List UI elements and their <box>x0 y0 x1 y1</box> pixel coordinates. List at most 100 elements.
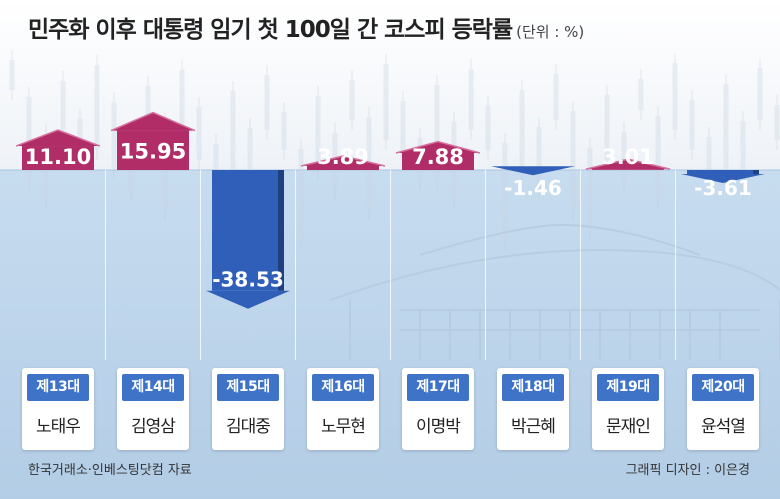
term-badge: 제16대 <box>312 374 374 401</box>
candle-body <box>519 90 525 170</box>
candle-body <box>485 106 491 150</box>
bar-group: 3.01 <box>585 145 671 170</box>
bar-group: 3.89 <box>300 145 386 170</box>
value-label: -3.61 <box>694 176 752 200</box>
positive-bar <box>22 146 94 170</box>
graphic-credit: 그래픽 디자인 : 이은경 <box>625 463 750 478</box>
president-name: 노태우 <box>36 417 81 437</box>
value-label: 3.01 <box>602 145 654 169</box>
bar-roof <box>111 112 195 131</box>
bar-arrowhead <box>681 173 765 183</box>
candle-body <box>349 80 355 120</box>
term-badge: 제18대 <box>502 374 564 401</box>
candle-body <box>247 128 253 200</box>
candle-body <box>672 63 678 130</box>
president-card: 제19대 문재인 <box>592 368 664 450</box>
bar-shade <box>278 170 284 291</box>
candle-body <box>757 68 763 120</box>
candle-body <box>281 112 287 150</box>
candle-body <box>587 148 593 230</box>
candle-body <box>604 95 610 160</box>
candle-body <box>774 105 780 140</box>
bar-arrowhead <box>491 166 575 176</box>
value-label: 3.89 <box>317 145 369 169</box>
bar-roof <box>301 155 385 166</box>
candle-body <box>655 116 661 200</box>
president-card: 제13대 노태우 <box>22 368 94 450</box>
candle-body <box>638 79 644 110</box>
candle-body <box>179 70 185 140</box>
candle-body <box>315 96 321 170</box>
bar-roof <box>16 130 100 147</box>
palace-body <box>349 300 780 360</box>
candle-body <box>196 107 202 160</box>
bar-group: 15.95 <box>110 111 196 170</box>
candle-body <box>9 60 15 90</box>
value-label: 15.95 <box>120 139 186 163</box>
candle-body <box>706 137 712 170</box>
palace-roof-lower <box>329 248 780 301</box>
candle-body <box>400 101 406 160</box>
candle-body <box>621 132 627 180</box>
candle-body <box>94 65 100 150</box>
bar-group: -3.61 <box>681 170 765 200</box>
negative-bar <box>687 170 759 174</box>
term-badge: 제15대 <box>217 374 279 401</box>
candle-body <box>570 111 576 210</box>
value-label: 7.88 <box>412 145 464 169</box>
term-badge: 제20대 <box>692 374 754 401</box>
decor-palace <box>329 223 780 360</box>
president-name: 노무현 <box>321 417 366 437</box>
candle-body <box>536 127 542 190</box>
president-name: 문재인 <box>606 417 651 437</box>
candle-body <box>723 84 729 170</box>
positive-bar <box>592 169 664 170</box>
bar-roof-edge <box>15 129 101 147</box>
president-name: 박근혜 <box>511 417 556 437</box>
candle-body <box>26 97 32 180</box>
term-badge: 제17대 <box>407 374 469 401</box>
bar-roof-edge <box>585 158 671 170</box>
bar-roof <box>586 159 670 170</box>
negative-bar <box>212 170 284 291</box>
term-badge: 제14대 <box>122 374 184 401</box>
value-label: 11.10 <box>25 145 91 169</box>
bar-group: -38.53 <box>206 170 290 309</box>
bar-shade <box>753 170 759 174</box>
candle-body <box>553 74 559 120</box>
candle-body <box>230 91 236 180</box>
bar-arrowhead <box>206 290 290 309</box>
value-label: -38.53 <box>212 268 284 292</box>
positive-bar <box>307 165 379 170</box>
candle-body <box>298 149 304 240</box>
value-label: -1.46 <box>504 176 562 200</box>
president-name: 윤석열 <box>701 417 746 437</box>
candle-body <box>77 118 83 150</box>
president-name: 이명박 <box>416 417 461 437</box>
bar-roof-edge <box>395 140 481 154</box>
candle-body <box>111 102 117 170</box>
chart-title: 민주화 이후 대통령 임기 첫 100일 간 코스피 등락률 (단위 : %) <box>28 17 585 43</box>
bar-group: 11.10 <box>15 129 101 170</box>
bar-group: 7.88 <box>395 140 481 170</box>
candle-body <box>689 100 695 150</box>
bar-roof <box>396 141 480 153</box>
positive-bar <box>117 130 189 170</box>
candle-body <box>502 143 508 240</box>
president-name: 김대중 <box>226 417 271 437</box>
president-name: 김영삼 <box>131 417 176 437</box>
source-note: 한국거래소·인베스팅닷컴 자료 <box>28 463 192 478</box>
bar-group: -1.46 <box>491 166 575 200</box>
candle-body <box>383 64 389 140</box>
palace-roof-upper <box>419 223 701 256</box>
candle-body <box>468 69 474 130</box>
bar-roof-edge <box>300 155 386 167</box>
